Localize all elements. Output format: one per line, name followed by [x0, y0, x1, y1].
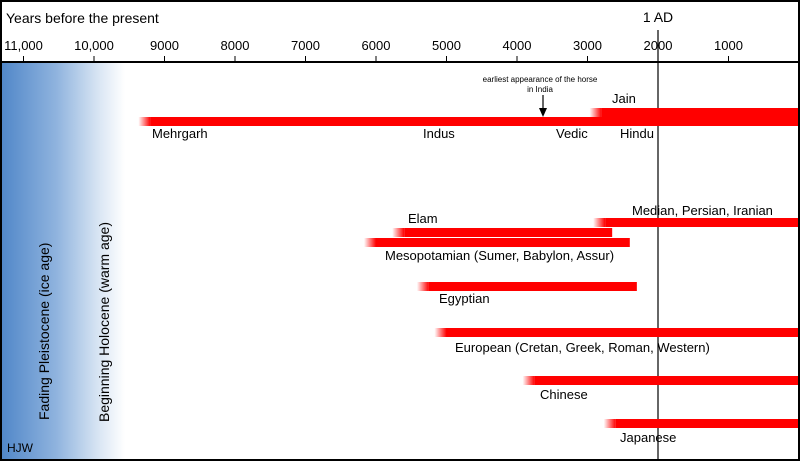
civilization-label: European (Cretan, Greek, Roman, Western): [455, 340, 710, 355]
pleistocene-label: Fading Pleistocene (ice age): [36, 243, 52, 420]
civilization-bar-fade: [593, 218, 606, 227]
holocene-label: Beginning Holocene (warm age): [96, 222, 112, 422]
civilization-bar: [428, 282, 637, 291]
civilization-bar-fade: [434, 328, 447, 337]
civilization-label: Hindu: [620, 126, 654, 141]
axis-tick-label: 11,000: [4, 38, 43, 53]
horse-annotation-line2: in India: [527, 85, 553, 94]
axis-tick-label: 8000: [221, 38, 250, 53]
civilization-bar: [404, 228, 613, 237]
axis-tick-label: 1000: [714, 38, 743, 53]
civilization-bar: [615, 419, 798, 428]
civilization-bar: [150, 117, 415, 126]
civilization-label: Jain: [612, 91, 636, 106]
civilization-label: Indus: [423, 126, 455, 141]
civilization-bar: [446, 328, 798, 337]
civilization-bars: [138, 108, 798, 428]
civilization-bar: [605, 218, 798, 227]
axis-tick-label: 3000: [573, 38, 602, 53]
civilization-bar-fade: [589, 108, 602, 117]
axis-tick-label: 5000: [432, 38, 461, 53]
axis-tick-label: 9000: [150, 38, 179, 53]
civilization-bar-fade: [364, 238, 376, 247]
civilization-bar-fade: [392, 228, 405, 237]
civilization-bar-fade: [483, 117, 496, 126]
civilization-label: Egyptian: [439, 291, 490, 306]
civilization-label: Chinese: [540, 387, 588, 402]
civilization-bar: [495, 117, 616, 126]
header-band: [0, 0, 800, 62]
civilization-label: Vedic: [556, 126, 588, 141]
axis-tick-label: 10,000: [74, 38, 114, 53]
civilization-label: Mesopotamian (Sumer, Babylon, Assur): [385, 248, 614, 263]
civilization-bar: [376, 238, 630, 247]
axis-tick-label: 7000: [291, 38, 320, 53]
civilization-bar: [534, 376, 798, 385]
civilization-bar-fade: [603, 419, 616, 428]
civilization-bar-fade: [416, 282, 429, 291]
horse-annotation-line1: earliest appearance of the horse: [483, 75, 598, 84]
civilization-bar-fade: [399, 117, 412, 126]
civilization-bar: [411, 117, 546, 126]
axis-tick-label: 4000: [503, 38, 532, 53]
axis-ticks: 11,000 10,000 9000 8000 7000 6000 5000 4000 3000…: [4, 38, 743, 62]
civilization-bar: [601, 108, 798, 117]
civilization-label: Japanese: [620, 430, 676, 445]
author-initials: HJW: [7, 441, 34, 455]
civilization-bar-fade: [589, 117, 602, 126]
civilization-bar-fade: [138, 117, 151, 126]
axis-tick-label: 6000: [362, 38, 391, 53]
civilization-label: Mehrgarh: [152, 126, 208, 141]
civilization-bar: [601, 117, 798, 126]
ice-age-gradient: [0, 63, 125, 461]
civilization-label: Median, Persian, Iranian: [632, 203, 773, 218]
civilization-labels: Mehrgarh Indus Vedic Hindu Jain Elam Mesopotam…: [152, 91, 773, 445]
axis-title: Years before the present: [6, 10, 159, 26]
civilization-label: Elam: [408, 211, 438, 226]
horse-arrow-head: [539, 108, 547, 117]
civilization-bar-fade: [522, 376, 535, 385]
ad-label: 1 AD: [643, 9, 673, 25]
